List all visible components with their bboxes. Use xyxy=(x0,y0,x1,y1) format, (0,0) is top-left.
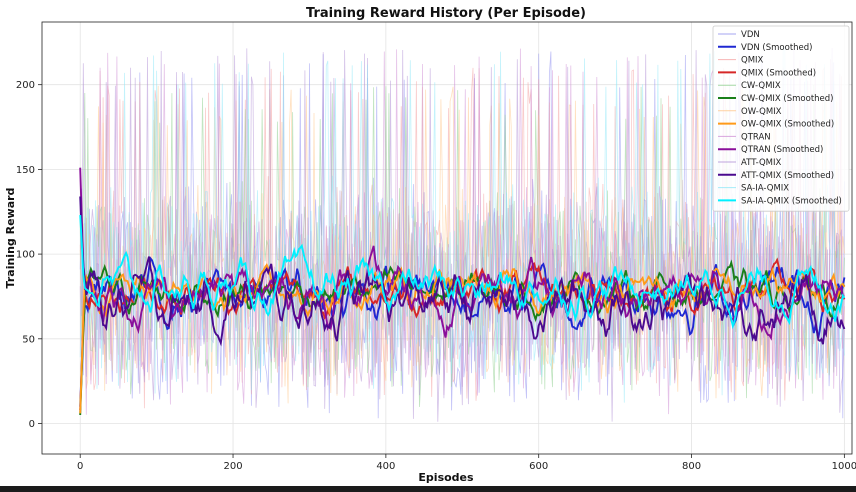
window-bottom-edge xyxy=(0,486,856,492)
y-tick-label: 100 xyxy=(16,250,35,261)
x-axis-label: Episodes xyxy=(418,471,474,484)
series-lines xyxy=(79,47,846,422)
smoothed-series-line xyxy=(79,256,846,407)
smoothed-series-line xyxy=(79,215,846,330)
legend-label: OW-QMIX (Smoothed) xyxy=(741,120,834,130)
x-tick-label: 1000 xyxy=(832,461,856,472)
axis-ticks: 0 200 400 600 800 1000 0 50 100 150 200 xyxy=(16,80,856,472)
legend-label: SA-IA-QMIX xyxy=(741,184,789,194)
legend-label: SA-IA-QMIX (Smoothed) xyxy=(741,196,842,206)
y-tick-label: 50 xyxy=(22,334,35,345)
legend-label: ATT-QMIX (Smoothed) xyxy=(741,171,834,181)
legend-label: VDN (Smoothed) xyxy=(741,43,812,53)
x-tick-label: 200 xyxy=(223,461,242,472)
x-tick-label: 600 xyxy=(529,461,548,472)
legend-label: CW-QMIX xyxy=(741,81,781,91)
legend-label: QMIX xyxy=(741,56,764,66)
x-tick-label: 0 xyxy=(77,461,83,472)
legend-box xyxy=(712,25,850,212)
x-tick-label: 400 xyxy=(376,461,395,472)
legend-label: OW-QMIX xyxy=(741,107,782,117)
y-axis-label: Training Reward xyxy=(4,188,17,289)
y-tick-label: 150 xyxy=(16,165,35,176)
y-tick-label: 0 xyxy=(29,419,35,430)
raw-series-line xyxy=(79,85,845,404)
legend-label: QTRAN (Smoothed) xyxy=(741,145,823,155)
chart-title: Training Reward History (Per Episode) xyxy=(306,6,586,21)
plot-frame xyxy=(41,21,853,455)
legend-label: ATT-QMIX xyxy=(741,158,782,168)
x-tick-label: 800 xyxy=(682,461,701,472)
legend-label: VDN xyxy=(741,30,760,40)
legend-label: QMIX (Smoothed) xyxy=(741,68,816,78)
legend: VDN VDN (Smoothed) QMIX QMIX (Smoothed) CW-Q… xyxy=(712,25,850,212)
legend-label: CW-QMIX (Smoothed) xyxy=(741,94,833,104)
legend-label: QTRAN xyxy=(741,132,771,142)
y-tick-label: 200 xyxy=(16,80,35,91)
